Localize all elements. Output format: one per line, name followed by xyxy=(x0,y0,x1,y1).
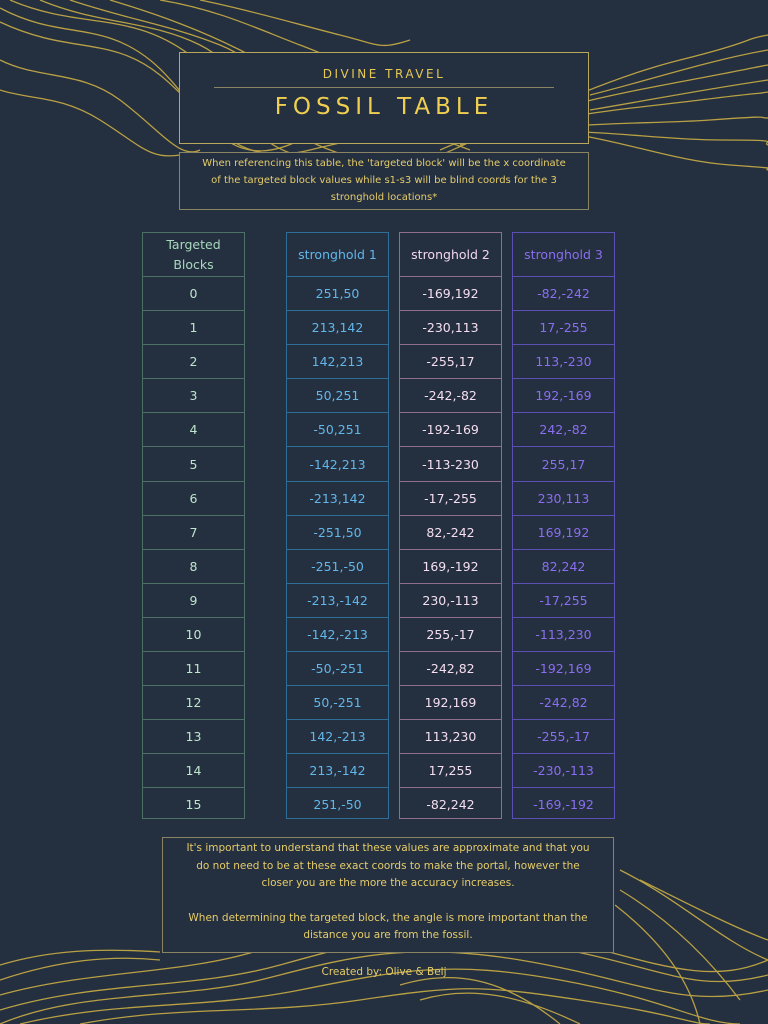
targeted-block-cell: 8 xyxy=(143,548,244,583)
credit-line: Created by: Olive & Belj xyxy=(321,966,447,978)
targeted-block-cell: 15 xyxy=(143,787,244,821)
stronghold-3-cells: -82,-242 17,-255 113,-230 192,-169 242,-82 25… xyxy=(513,276,614,822)
note-line: closer you are the more the accuracy inc… xyxy=(261,877,515,889)
s2-coord-cell: -169,192 xyxy=(400,276,501,310)
targeted-block-cell: 13 xyxy=(143,719,244,753)
s2-coord-cell: -230,113 xyxy=(400,310,501,344)
targeted-block-cell: 6 xyxy=(143,480,244,515)
targeted-block-cell: 11 xyxy=(143,651,244,685)
targeted-block-cell: 10 xyxy=(143,616,244,651)
targeted-block-cell: 3 xyxy=(143,378,244,412)
s1-coord-cell: -50,-251 xyxy=(287,651,388,685)
s3-coord-cell: -17,255 xyxy=(513,582,614,617)
s2-coord-cell: 230,-113 xyxy=(400,582,501,617)
stronghold-2-header: stronghold 2 xyxy=(411,246,490,262)
note-line: It's important to understand that these … xyxy=(186,842,590,854)
header-line: Targeted xyxy=(166,236,221,252)
s2-coord-cell: 82,-242 xyxy=(400,514,501,549)
targeted-block-cell: 0 xyxy=(143,276,244,310)
s2-coord-cell: -192-169 xyxy=(400,412,501,446)
stronghold-1-header: stronghold 1 xyxy=(298,246,377,262)
s2-coord-cell: -242,82 xyxy=(400,651,501,685)
accuracy-note: It's important to understand that these … xyxy=(162,837,614,953)
s3-coord-cell: -242,82 xyxy=(513,685,614,719)
intro-line: of the targeted block values while s1-s3… xyxy=(211,175,557,186)
targeted-block-cell: 12 xyxy=(143,685,244,719)
stronghold-1-column: stronghold 1 251,50 213,142 142,213 50,251-… xyxy=(286,232,389,819)
s1-coord-cell: 50,-251 xyxy=(287,685,388,719)
s2-coord-cell: -82,242 xyxy=(400,787,501,821)
s3-coord-cell: 82,242 xyxy=(513,548,614,583)
s1-coord-cell: -213,142 xyxy=(287,480,388,515)
s3-coord-cell: 242,-82 xyxy=(513,412,614,446)
s3-coord-cell: 113,-230 xyxy=(513,344,614,378)
targeted-block-cell: 4 xyxy=(143,412,244,446)
s2-coord-cell: 17,255 xyxy=(400,753,501,787)
s1-coord-cell: -251,-50 xyxy=(287,548,388,583)
note-line: do not need to be at these exact coords … xyxy=(196,859,580,872)
stronghold-3-header: stronghold 3 xyxy=(524,246,603,262)
targeted-block-cell: 1 xyxy=(143,310,244,344)
targeted-blocks-column: Targeted Blocks 0 1 2 3 4 5 6 7 8 9 10 11 12 13 14 15 xyxy=(142,232,245,819)
intro-note: When referencing this table, the 'target… xyxy=(179,152,589,210)
s3-coord-cell: -230,-113 xyxy=(513,753,614,787)
s2-coord-cell: 255,-17 xyxy=(400,616,501,651)
s3-coord-cell: 255,17 xyxy=(513,446,614,480)
header-box: DIVINE TRAVEL FOSSIL TABLE xyxy=(179,52,589,144)
targeted-block-cell: 14 xyxy=(143,753,244,787)
s2-coord-cell: -17,-255 xyxy=(400,480,501,515)
s3-coord-cell: -82,-242 xyxy=(513,276,614,310)
s1-coord-cell: 142,-213 xyxy=(287,719,388,753)
s2-coord-cell: 192,169 xyxy=(400,685,501,719)
s3-coord-cell: 169,192 xyxy=(513,514,614,549)
stronghold-2-cells: -169,192 -230,113 -255,17 -242,-82 -192-169-… xyxy=(400,276,501,822)
targeted-blocks-header: Targeted Blocks xyxy=(143,233,244,276)
s1-coord-cell: -142,213 xyxy=(287,446,388,480)
s1-coord-cell: -142,-213 xyxy=(287,616,388,651)
s3-coord-cell: 17,-255 xyxy=(513,310,614,344)
s3-coord-cell: 230,113 xyxy=(513,480,614,515)
s2-coord-cell: -242,-82 xyxy=(400,378,501,412)
targeted-block-cell: 9 xyxy=(143,582,244,617)
header-subtitle: DIVINE TRAVEL xyxy=(322,67,446,81)
page-title: FOSSIL TABLE xyxy=(274,94,494,120)
s1-coord-cell: 213,142 xyxy=(287,310,388,344)
s1-coord-cell: 213,-142 xyxy=(287,753,388,787)
s1-coord-cell: -50,251 xyxy=(287,412,388,446)
stronghold-1-cells: 251,50 213,142 142,213 50,251 -50,251 -142,21… xyxy=(287,276,388,822)
intro-line: stronghold locations* xyxy=(330,192,438,203)
s2-coord-cell: 169,-192 xyxy=(400,548,501,583)
s1-coord-cell: 142,213 xyxy=(287,344,388,378)
s2-coord-cell: 113,230 xyxy=(400,719,501,753)
header-line: Blocks xyxy=(173,256,214,272)
s1-coord-cell: 251,-50 xyxy=(287,787,388,821)
note-line: distance you are from the fossil. xyxy=(303,929,473,941)
s3-coord-cell: 192,-169 xyxy=(513,378,614,412)
intro-line: When referencing this table, the 'target… xyxy=(202,158,566,169)
targeted-block-cell: 2 xyxy=(143,344,244,378)
targeted-block-cell: 5 xyxy=(143,446,244,480)
note-line: When determining the targeted block, the… xyxy=(188,911,588,924)
targeted-block-cell: 7 xyxy=(143,514,244,549)
s3-coord-cell: -169,-192 xyxy=(513,787,614,821)
targeted-blocks-cells: 0 1 2 3 4 5 6 7 8 9 10 11 12 13 14 15 xyxy=(143,276,244,822)
s3-coord-cell: -192,169 xyxy=(513,651,614,685)
s1-coord-cell: -251,50 xyxy=(287,514,388,549)
s1-coord-cell: 251,50 xyxy=(287,276,388,310)
s1-coord-cell: 50,251 xyxy=(287,378,388,412)
s2-coord-cell: -113-230 xyxy=(400,446,501,480)
s3-coord-cell: -113,230 xyxy=(513,616,614,651)
s2-coord-cell: -255,17 xyxy=(400,344,501,378)
header-divider xyxy=(214,87,554,88)
stronghold-2-column: stronghold 2 -169,192 -230,113 -255,17 -242… xyxy=(399,232,502,819)
stronghold-3-column: stronghold 3 -82,-242 17,-255 113,-230 192,… xyxy=(512,232,615,819)
s3-coord-cell: -255,-17 xyxy=(513,719,614,753)
s1-coord-cell: -213,-142 xyxy=(287,582,388,617)
